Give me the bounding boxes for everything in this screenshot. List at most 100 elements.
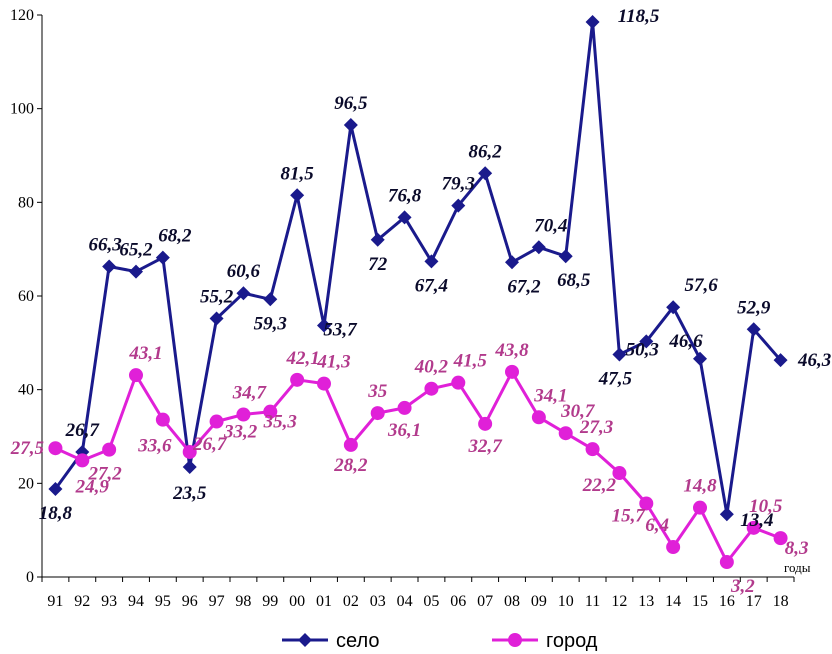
series-point-selo — [370, 232, 385, 247]
data-label-gorod: 34,7 — [232, 382, 268, 403]
data-label-selo: 18,8 — [39, 503, 73, 524]
series-point-gorod — [505, 364, 519, 379]
data-label-selo: 60,6 — [227, 261, 261, 282]
data-label-gorod: 27,3 — [579, 417, 613, 438]
data-label-gorod: 24,9 — [75, 476, 110, 497]
data-label-gorod: 42,1 — [286, 348, 320, 369]
data-label-selo: 72 — [368, 254, 388, 275]
x-tick-label: 14 — [665, 593, 681, 610]
data-label-gorod: 27,2 — [88, 464, 123, 485]
series-point-selo — [719, 507, 734, 522]
x-tick-label: 97 — [209, 593, 225, 610]
data-label-gorod: 22,2 — [582, 475, 617, 496]
data-label-selo: 46,6 — [668, 331, 703, 352]
series-point-gorod — [612, 466, 627, 481]
legend-label-selo: село — [336, 630, 379, 652]
series-point-gorod — [48, 441, 63, 456]
data-label-gorod: 41,5 — [453, 351, 488, 372]
data-label-selo: 47,5 — [598, 369, 633, 390]
series-point-gorod — [209, 414, 224, 429]
data-label-gorod: 30,7 — [560, 401, 596, 422]
data-label-selo: 13,4 — [740, 510, 773, 531]
data-label-gorod: 14,8 — [683, 476, 717, 497]
y-tick-label: 120 — [10, 7, 34, 24]
legend-marker-gorod — [508, 633, 522, 647]
series-point-gorod — [451, 375, 466, 390]
series-point-gorod — [773, 531, 788, 546]
data-label-selo: 66,3 — [89, 234, 122, 255]
data-label-selo: 46,3 — [797, 350, 831, 371]
data-label-selo: 118,5 — [618, 6, 660, 27]
y-tick-label: 100 — [10, 101, 34, 118]
x-tick-label: 17 — [746, 593, 762, 610]
y-tick-label: 60 — [18, 288, 34, 305]
series-point-gorod — [343, 437, 358, 452]
data-label-selo: 79,3 — [442, 174, 475, 195]
series-point-gorod — [424, 381, 439, 396]
data-label-gorod: 27,5 — [10, 438, 45, 459]
x-tick-label: 95 — [155, 593, 171, 610]
data-label-gorod: 41,3 — [316, 352, 350, 373]
data-label-selo: 96,5 — [334, 93, 368, 114]
x-tick-label: 03 — [370, 593, 386, 610]
series-point-gorod — [531, 410, 546, 425]
series-point-gorod — [317, 376, 331, 391]
x-tick-label: 96 — [182, 593, 198, 610]
data-label-selo: 81,5 — [281, 163, 315, 184]
series-point-selo — [424, 254, 439, 269]
data-label-selo: 70,4 — [534, 215, 567, 236]
series-point-gorod — [290, 372, 305, 387]
series-point-selo — [290, 188, 305, 203]
series-point-gorod — [102, 442, 117, 457]
data-label-selo: 52,9 — [737, 297, 771, 318]
series-line-1 — [54, 370, 782, 564]
data-label-selo: 53,7 — [323, 320, 358, 341]
data-label-gorod: 6,4 — [645, 515, 669, 536]
y-axis-ticks: 0 20 40 60 80 100 120 — [10, 7, 42, 586]
series-point-selo — [236, 286, 251, 301]
series-point-selo — [478, 166, 493, 181]
data-label-gorod: 8,3 — [785, 538, 809, 559]
series-point-selo — [639, 334, 654, 349]
series-point-selo — [209, 311, 224, 326]
series-point-selo — [531, 240, 546, 255]
x-tick-label: 13 — [638, 593, 654, 610]
series-point-selo — [773, 353, 788, 368]
series-point-selo — [451, 198, 466, 213]
data-label-selo: 23,5 — [172, 483, 207, 504]
x-tick-label: 16 — [719, 593, 735, 610]
series-point-selo — [666, 300, 681, 315]
data-label-gorod: 35,3 — [263, 412, 297, 433]
series-point-selo — [317, 318, 331, 333]
data-labels: 18,8 26,7 66,365,268,2 23,5 55,2 60,6 59,3 81,5… — [10, 6, 831, 597]
legend-marker-selo — [298, 633, 312, 647]
series-point-selo — [48, 481, 63, 496]
series-point-gorod — [666, 540, 681, 555]
series-point-gorod — [558, 426, 573, 441]
series-point-gorod — [397, 400, 412, 415]
series-point-selo — [182, 459, 197, 474]
x-tick-label: 10 — [558, 593, 574, 610]
x-tick-label: 92 — [74, 593, 90, 610]
x-tick-label: 04 — [397, 593, 413, 610]
data-label-selo: 68,5 — [557, 270, 591, 291]
x-tick-label: 12 — [611, 593, 627, 610]
data-label-gorod: 3,2 — [730, 576, 755, 597]
x-tick-label: 02 — [343, 593, 359, 610]
series-point-gorod — [370, 406, 385, 421]
data-label-gorod: 32,7 — [468, 436, 504, 457]
data-label-selo: 65,2 — [119, 240, 153, 261]
data-label-gorod: 35 — [367, 381, 388, 402]
series-point-gorod — [236, 407, 251, 422]
series-point-selo — [693, 351, 707, 366]
series-line-0 — [54, 20, 782, 516]
series-point-selo — [129, 264, 143, 279]
series-point-selo — [397, 210, 412, 225]
y-tick-label: 0 — [26, 569, 34, 586]
data-label-selo: 57,6 — [685, 275, 719, 296]
series-point-gorod — [746, 520, 761, 535]
series-point-selo — [263, 292, 278, 307]
series-point-selo — [746, 322, 761, 337]
x-tick-label: 15 — [692, 593, 708, 610]
